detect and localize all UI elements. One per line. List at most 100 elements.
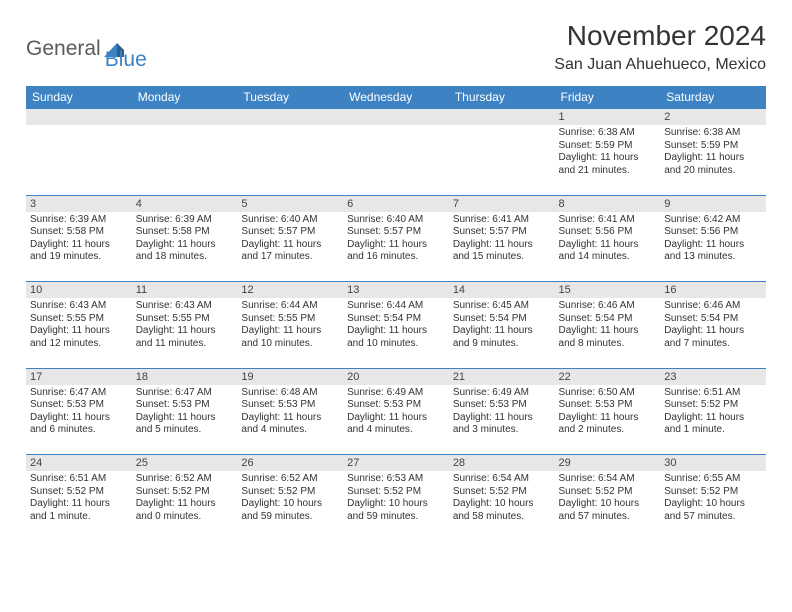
day-number: 5 <box>237 196 343 212</box>
detail-line-sr: Sunrise: 6:39 AM <box>30 214 128 227</box>
detail-line-ss: Sunset: 5:58 PM <box>136 226 234 239</box>
detail-line-dl1: Daylight: 11 hours <box>664 325 762 338</box>
detail-line-sr: Sunrise: 6:47 AM <box>30 387 128 400</box>
detail-line-sr: Sunrise: 6:46 AM <box>559 300 657 313</box>
day-detail-cell <box>132 125 238 195</box>
day-detail: Sunrise: 6:41 AMSunset: 5:57 PMDaylight:… <box>449 212 555 266</box>
day-number-cell <box>26 109 132 126</box>
day-detail-cell: Sunrise: 6:49 AMSunset: 5:53 PMDaylight:… <box>343 385 449 455</box>
day-detail-cell: Sunrise: 6:46 AMSunset: 5:54 PMDaylight:… <box>660 298 766 368</box>
detail-line-dl1: Daylight: 11 hours <box>559 152 657 165</box>
day-number: 12 <box>237 282 343 298</box>
day-detail-cell: Sunrise: 6:43 AMSunset: 5:55 PMDaylight:… <box>26 298 132 368</box>
detail-line-ss: Sunset: 5:55 PM <box>136 313 234 326</box>
detail-line-dl2: and 5 minutes. <box>136 424 234 437</box>
detail-line-sr: Sunrise: 6:44 AM <box>347 300 445 313</box>
day-number-cell <box>449 109 555 126</box>
day-detail: Sunrise: 6:47 AMSunset: 5:53 PMDaylight:… <box>132 385 238 439</box>
detail-line-dl2: and 6 minutes. <box>30 424 128 437</box>
day-number-cell: 19 <box>237 368 343 385</box>
detail-line-dl2: and 0 minutes. <box>136 511 234 524</box>
day-number: 16 <box>660 282 766 298</box>
calendar-body: 12Sunrise: 6:38 AMSunset: 5:59 PMDayligh… <box>26 109 766 542</box>
detail-line-ss: Sunset: 5:53 PM <box>559 399 657 412</box>
day-detail-cell: Sunrise: 6:51 AMSunset: 5:52 PMDaylight:… <box>26 471 132 541</box>
day-detail-cell: Sunrise: 6:41 AMSunset: 5:56 PMDaylight:… <box>555 212 661 282</box>
detail-line-sr: Sunrise: 6:38 AM <box>664 127 762 140</box>
detail-line-ss: Sunset: 5:59 PM <box>664 140 762 153</box>
detail-line-ss: Sunset: 5:55 PM <box>30 313 128 326</box>
day-detail: Sunrise: 6:48 AMSunset: 5:53 PMDaylight:… <box>237 385 343 439</box>
day-number: 29 <box>555 455 661 471</box>
day-number: 18 <box>132 369 238 385</box>
detail-line-dl2: and 12 minutes. <box>30 338 128 351</box>
day-detail-cell: Sunrise: 6:44 AMSunset: 5:55 PMDaylight:… <box>237 298 343 368</box>
detail-line-dl2: and 4 minutes. <box>347 424 445 437</box>
detail-line-dl2: and 10 minutes. <box>241 338 339 351</box>
detail-line-dl1: Daylight: 11 hours <box>136 498 234 511</box>
detail-line-dl1: Daylight: 11 hours <box>136 325 234 338</box>
day-number-cell: 1 <box>555 109 661 126</box>
detail-line-dl1: Daylight: 11 hours <box>241 325 339 338</box>
day-detail-cell: Sunrise: 6:42 AMSunset: 5:56 PMDaylight:… <box>660 212 766 282</box>
day-detail-cell: Sunrise: 6:43 AMSunset: 5:55 PMDaylight:… <box>132 298 238 368</box>
day-number: 1 <box>555 109 661 125</box>
detail-line-sr: Sunrise: 6:43 AM <box>30 300 128 313</box>
detail-line-dl1: Daylight: 11 hours <box>347 412 445 425</box>
detail-line-dl1: Daylight: 10 hours <box>347 498 445 511</box>
day-number-cell: 5 <box>237 195 343 212</box>
day-detail: Sunrise: 6:42 AMSunset: 5:56 PMDaylight:… <box>660 212 766 266</box>
detail-line-dl2: and 4 minutes. <box>241 424 339 437</box>
detail-line-dl1: Daylight: 11 hours <box>664 239 762 252</box>
day-detail-cell: Sunrise: 6:47 AMSunset: 5:53 PMDaylight:… <box>26 385 132 455</box>
day-detail: Sunrise: 6:38 AMSunset: 5:59 PMDaylight:… <box>555 125 661 179</box>
detail-line-dl1: Daylight: 11 hours <box>453 412 551 425</box>
detail-line-dl2: and 57 minutes. <box>559 511 657 524</box>
detail-line-ss: Sunset: 5:54 PM <box>664 313 762 326</box>
detail-line-sr: Sunrise: 6:52 AM <box>241 473 339 486</box>
day-number: 24 <box>26 455 132 471</box>
detail-row: Sunrise: 6:51 AMSunset: 5:52 PMDaylight:… <box>26 471 766 541</box>
day-number-cell: 2 <box>660 109 766 126</box>
title-block: November 2024 San Juan Ahuehueco, Mexico <box>554 20 766 74</box>
detail-line-dl2: and 20 minutes. <box>664 165 762 178</box>
day-number: 17 <box>26 369 132 385</box>
detail-line-ss: Sunset: 5:52 PM <box>664 399 762 412</box>
detail-line-ss: Sunset: 5:54 PM <box>453 313 551 326</box>
brand-text-2: Blue <box>105 26 147 72</box>
location-label: San Juan Ahuehueco, Mexico <box>554 56 766 74</box>
day-detail: Sunrise: 6:43 AMSunset: 5:55 PMDaylight:… <box>26 298 132 352</box>
detail-line-ss: Sunset: 5:57 PM <box>241 226 339 239</box>
day-number-cell: 20 <box>343 368 449 385</box>
day-detail-cell: Sunrise: 6:54 AMSunset: 5:52 PMDaylight:… <box>555 471 661 541</box>
detail-line-sr: Sunrise: 6:39 AM <box>136 214 234 227</box>
detail-line-sr: Sunrise: 6:42 AM <box>664 214 762 227</box>
detail-line-ss: Sunset: 5:52 PM <box>664 486 762 499</box>
detail-line-dl2: and 21 minutes. <box>559 165 657 178</box>
day-number-cell: 10 <box>26 282 132 299</box>
detail-row: Sunrise: 6:38 AMSunset: 5:59 PMDaylight:… <box>26 125 766 195</box>
detail-line-dl1: Daylight: 11 hours <box>664 152 762 165</box>
day-detail-cell: Sunrise: 6:55 AMSunset: 5:52 PMDaylight:… <box>660 471 766 541</box>
detail-line-ss: Sunset: 5:52 PM <box>453 486 551 499</box>
detail-line-dl2: and 7 minutes. <box>664 338 762 351</box>
calendar-table: Sunday Monday Tuesday Wednesday Thursday… <box>26 86 766 541</box>
header: General Blue November 2024 San Juan Ahue… <box>26 20 766 74</box>
detail-line-dl2: and 9 minutes. <box>453 338 551 351</box>
day-detail-cell: Sunrise: 6:48 AMSunset: 5:53 PMDaylight:… <box>237 385 343 455</box>
detail-line-dl2: and 57 minutes. <box>664 511 762 524</box>
day-number: 23 <box>660 369 766 385</box>
day-number: 10 <box>26 282 132 298</box>
detail-line-ss: Sunset: 5:53 PM <box>136 399 234 412</box>
day-number: 27 <box>343 455 449 471</box>
detail-line-dl2: and 2 minutes. <box>559 424 657 437</box>
day-number: 15 <box>555 282 661 298</box>
detail-line-sr: Sunrise: 6:48 AM <box>241 387 339 400</box>
detail-line-sr: Sunrise: 6:38 AM <box>559 127 657 140</box>
detail-line-dl1: Daylight: 11 hours <box>347 325 445 338</box>
daynum-row: 24252627282930 <box>26 455 766 472</box>
day-detail-cell: Sunrise: 6:39 AMSunset: 5:58 PMDaylight:… <box>132 212 238 282</box>
day-number-cell: 12 <box>237 282 343 299</box>
day-number: 26 <box>237 455 343 471</box>
day-detail: Sunrise: 6:44 AMSunset: 5:54 PMDaylight:… <box>343 298 449 352</box>
